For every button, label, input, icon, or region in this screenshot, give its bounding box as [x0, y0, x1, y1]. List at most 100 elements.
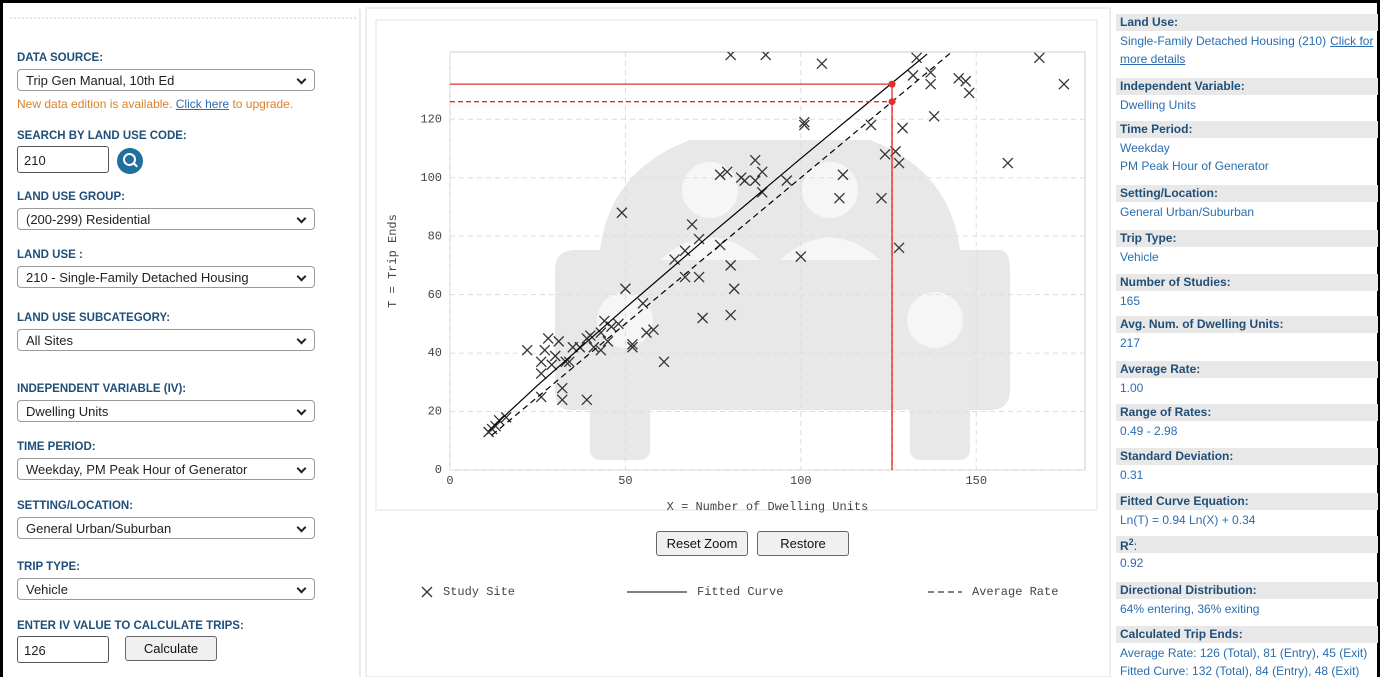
detail-line: Weekday: [1120, 139, 1378, 157]
search-input[interactable]: 210: [17, 146, 109, 173]
calculate-button[interactable]: Calculate: [125, 636, 217, 661]
detail-label-text: Time Period:: [1120, 122, 1192, 136]
dropdown[interactable]: All Sites: [17, 329, 315, 351]
detail-label-text: Average Rate:: [1120, 362, 1200, 376]
detail-label: Directional Distribution:: [1116, 582, 1378, 599]
detail-text: 0.31: [1120, 468, 1143, 482]
detail-label-text: Land Use:: [1120, 15, 1178, 29]
detail-line: 64% entering, 36% exiting: [1120, 600, 1378, 618]
detail-value: Dwelling Units: [1120, 96, 1378, 114]
field-label: ENTER IV VALUE TO CALCULATE TRIPS:: [17, 620, 244, 632]
field-label: LAND USE SUBCATEGORY:: [17, 312, 170, 324]
detail-label: Setting/Location:: [1116, 185, 1378, 202]
detail-text: General Urban/Suburban: [1120, 205, 1254, 219]
detail-value: 0.49 - 2.98: [1120, 422, 1378, 440]
detail-label: Time Period:: [1116, 121, 1378, 138]
detail-label: Trip Type:: [1116, 230, 1378, 247]
detail-text: PM Peak Hour of Generator: [1120, 159, 1269, 173]
detail-line: 217: [1120, 334, 1378, 352]
detail-text: Dwelling Units: [1120, 98, 1196, 112]
search-button[interactable]: [117, 148, 143, 174]
detail-line: Average Rate: 126 (Total), 81 (Entry), 4…: [1120, 644, 1378, 662]
detail-text: Single-Family Detached Housing (210): [1120, 34, 1326, 48]
detail-label: R2:: [1116, 536, 1378, 553]
detail-value: 217: [1120, 334, 1378, 352]
dropdown[interactable]: 210 - Single-Family Detached Housing: [17, 266, 315, 288]
detail-text: 217: [1120, 336, 1140, 350]
detail-text: 0.49 - 2.98: [1120, 424, 1177, 438]
field-label: INDEPENDENT VARIABLE (IV):: [17, 383, 186, 395]
field-label: TIME PERIOD:: [17, 441, 96, 453]
detail-line: Single-Family Detached Housing (210)Clic…: [1120, 32, 1378, 68]
detail-label: Range of Rates:: [1116, 404, 1378, 421]
detail-value: 0.92: [1120, 554, 1378, 572]
detail-text: Ln(T) = 0.94 Ln(X) + 0.34: [1120, 513, 1255, 527]
detail-label: Land Use:: [1116, 14, 1378, 31]
detail-text: 1.00: [1120, 381, 1143, 395]
detail-label-text: Trip Type:: [1120, 231, 1176, 245]
detail-label: Average Rate:: [1116, 361, 1378, 378]
detail-label: Standard Deviation:: [1116, 448, 1378, 465]
chart-button[interactable]: Reset Zoom: [656, 531, 748, 556]
detail-label-text: Fitted Curve Equation:: [1120, 494, 1249, 508]
iv-input[interactable]: 126: [17, 636, 109, 663]
detail-label: Independent Variable:: [1116, 78, 1378, 95]
detail-label-text: Avg. Num. of Dwelling Units:: [1120, 317, 1284, 331]
field-label: SETTING/LOCATION:: [17, 500, 133, 512]
detail-line: 165: [1120, 292, 1378, 310]
detail-value: 165: [1120, 292, 1378, 310]
detail-value: 1.00: [1120, 379, 1378, 397]
detail-line: Fitted Curve: 132 (Total), 84 (Entry), 4…: [1120, 662, 1378, 680]
dropdown[interactable]: Dwelling Units: [17, 400, 315, 422]
detail-text: Fitted Curve: 132 (Total), 84 (Entry), 4…: [1120, 664, 1359, 678]
detail-line: 0.49 - 2.98: [1120, 422, 1378, 440]
chart-button[interactable]: Restore: [757, 531, 849, 556]
detail-label-text: Directional Distribution:: [1120, 583, 1257, 597]
search-icon: [133, 163, 138, 168]
detail-line: 0.92: [1120, 554, 1378, 572]
detail-label-text: Setting/Location:: [1120, 186, 1218, 200]
upgrade-link[interactable]: Click here: [176, 97, 229, 111]
dropdown[interactable]: Trip Gen Manual, 10th Ed: [17, 69, 315, 91]
detail-label-text: Number of Studies:: [1120, 275, 1231, 289]
detail-text: Vehicle: [1120, 250, 1159, 264]
detail-value: Ln(T) = 0.94 Ln(X) + 0.34: [1120, 511, 1378, 529]
detail-line: Vehicle: [1120, 248, 1378, 266]
detail-label-text: Standard Deviation:: [1120, 449, 1233, 463]
field-label: SEARCH BY LAND USE CODE:: [17, 130, 187, 142]
detail-text: 165: [1120, 294, 1140, 308]
field-label: LAND USE GROUP:: [17, 191, 125, 203]
detail-label: Fitted Curve Equation:: [1116, 493, 1378, 510]
notice: New data edition is available. Click her…: [17, 97, 293, 111]
detail-text: 64% entering, 36% exiting: [1120, 602, 1259, 616]
notice-text: New data edition is available.: [17, 97, 176, 111]
detail-line: General Urban/Suburban: [1120, 203, 1378, 221]
detail-text: Average Rate: 126 (Total), 81 (Entry), 4…: [1120, 646, 1367, 660]
detail-label: Number of Studies:: [1116, 274, 1378, 291]
detail-label-text: R: [1120, 539, 1129, 553]
dropdown[interactable]: (200-299) Residential: [17, 208, 315, 230]
field-label: LAND USE :: [17, 249, 83, 261]
detail-label-text: Independent Variable:: [1120, 79, 1245, 93]
detail-value: 64% entering, 36% exiting: [1120, 600, 1378, 618]
detail-line: Dwelling Units: [1120, 96, 1378, 114]
detail-text: Weekday: [1120, 141, 1170, 155]
detail-value: Vehicle: [1120, 248, 1378, 266]
detail-label: Calculated Trip Ends:: [1116, 626, 1378, 643]
detail-label: Avg. Num. of Dwelling Units:: [1116, 316, 1378, 333]
detail-value: 0.31: [1120, 466, 1378, 484]
detail-line: 1.00: [1120, 379, 1378, 397]
dropdown[interactable]: General Urban/Suburban: [17, 517, 315, 539]
detail-value: Single-Family Detached Housing (210)Clic…: [1120, 32, 1378, 68]
detail-label-text: Range of Rates:: [1120, 405, 1211, 419]
detail-value: Average Rate: 126 (Total), 81 (Entry), 4…: [1120, 644, 1378, 680]
notice-text: to upgrade.: [229, 97, 293, 111]
detail-text: 0.92: [1120, 556, 1143, 570]
detail-value: General Urban/Suburban: [1120, 203, 1378, 221]
page: 020406080100120050100150X = Number of Dw…: [0, 0, 1386, 677]
detail-label-text: :: [1134, 539, 1137, 553]
dropdown[interactable]: Weekday, PM Peak Hour of Generator: [17, 458, 315, 480]
dropdown[interactable]: Vehicle: [17, 578, 315, 600]
detail-line: 0.31: [1120, 466, 1378, 484]
detail-value: Weekday PM Peak Hour of Generator: [1120, 139, 1378, 175]
